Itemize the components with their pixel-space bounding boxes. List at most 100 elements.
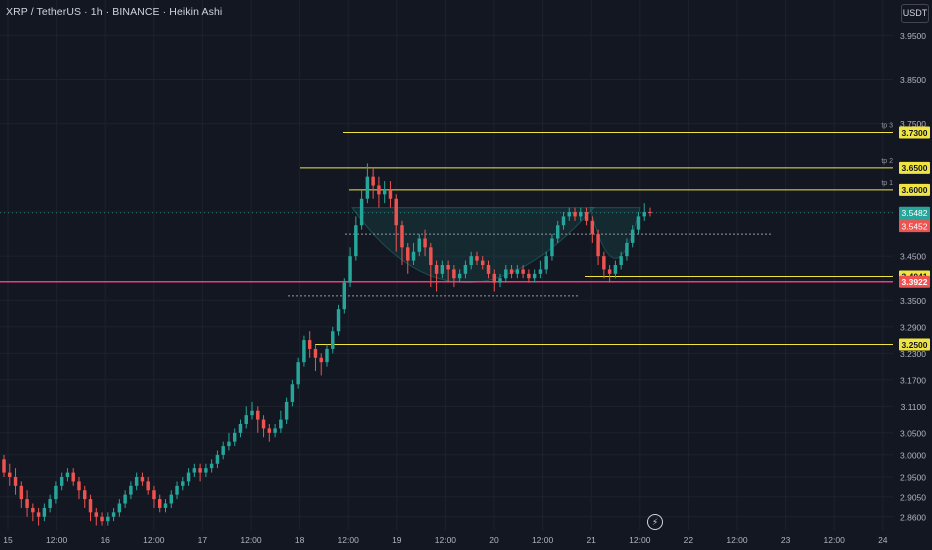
y-tick-label: 3.3500	[900, 296, 926, 306]
y-tick-label: 2.9050	[900, 492, 926, 502]
candle-body	[106, 516, 110, 522]
candle-body	[607, 269, 612, 274]
candle-body	[521, 269, 525, 274]
x-tick-label: 12:00	[143, 535, 165, 545]
y-tick-label: 3.0000	[900, 450, 926, 460]
candle-body	[261, 419, 266, 429]
x-tick-label: 12:00	[824, 535, 846, 545]
candle-body	[596, 234, 600, 257]
support-price-label: 3.3922	[902, 277, 928, 287]
candle-body	[19, 485, 24, 500]
candle-body	[452, 269, 456, 279]
candle-body	[469, 256, 473, 265]
currency-button[interactable]: USDT	[901, 4, 929, 23]
level-price-tag	[899, 183, 930, 196]
candle-body	[129, 485, 133, 495]
candle-body	[584, 212, 589, 221]
candle-body	[8, 472, 12, 477]
x-tick-label: 18	[295, 535, 305, 545]
candle-body	[94, 512, 99, 517]
candle-body	[590, 220, 595, 235]
candle-body	[227, 441, 231, 447]
candle-body	[77, 481, 81, 491]
x-tick-label: 12:00	[46, 535, 68, 545]
candle-body	[13, 477, 18, 486]
candle-body	[382, 189, 387, 195]
candle-body	[54, 485, 58, 500]
candle-body	[561, 216, 566, 226]
candle-body	[100, 516, 104, 522]
candle-body	[342, 282, 347, 310]
prev-close-label: 3.5452	[902, 221, 928, 231]
symbol-header[interactable]: XRP / TetherUS · 1h · BINANCE · Heikin A…	[6, 6, 223, 18]
x-tick-label: 17	[198, 535, 208, 545]
y-tick-label: 3.9500	[900, 31, 926, 41]
candle-body	[515, 269, 520, 274]
y-tick-label: 3.2300	[900, 349, 926, 359]
last-price-label: 3.5482	[902, 208, 928, 218]
x-tick-label: 21	[586, 535, 596, 545]
time-axis[interactable]: 15 12:00 16 12:00 17 12:00 18 12:00 19 12:00 20 12:…	[3, 535, 888, 545]
candle-body	[377, 185, 381, 195]
candle-body	[492, 273, 496, 283]
candle-body	[579, 212, 583, 217]
candle-body	[192, 468, 197, 473]
candle-body	[648, 212, 652, 213]
candle-body	[134, 477, 139, 486]
candle-body	[400, 225, 404, 248]
y-tick-label: 3.4500	[900, 252, 926, 262]
candle-body	[394, 198, 398, 226]
candle-body	[267, 428, 272, 433]
support-price-tag	[899, 275, 930, 288]
x-tick-label: 12:00	[726, 535, 748, 545]
candle-body	[273, 428, 277, 433]
prev-close-tag	[899, 220, 930, 233]
x-tick-label: 12:00	[629, 535, 651, 545]
level-price-label: 3.7300	[902, 128, 928, 138]
candle-body	[215, 454, 220, 464]
candle-body	[538, 269, 543, 274]
candle-body	[284, 401, 289, 420]
candle-body	[429, 247, 433, 265]
candle-body	[313, 348, 318, 358]
candle-body	[625, 242, 629, 257]
candle-body	[498, 278, 502, 283]
candle-body	[209, 463, 214, 469]
candle-body	[371, 176, 375, 186]
horizontal-level-lines	[0, 132, 893, 345]
candle-body	[359, 198, 364, 226]
x-tick-label: 16	[100, 535, 110, 545]
candle-body	[486, 265, 491, 274]
lightning-icon[interactable]: ⚡	[647, 514, 663, 530]
candle-body	[31, 507, 35, 513]
candle-body	[602, 256, 606, 270]
x-tick-label: 12:00	[532, 535, 554, 545]
candle-body	[406, 247, 410, 261]
y-tick-label: 3.1700	[900, 375, 926, 385]
candle-body	[186, 472, 191, 482]
level-price-tag	[899, 338, 930, 351]
y-tick-label: 3.8500	[900, 75, 926, 85]
candle-body	[457, 273, 462, 279]
candle-body	[475, 256, 479, 261]
candle-body	[319, 357, 323, 363]
candle-body	[71, 472, 75, 482]
level-note: tp 2	[881, 158, 893, 165]
candle-body	[198, 468, 202, 473]
candle-body	[88, 499, 93, 513]
candle-body	[354, 225, 358, 257]
candle-body	[232, 432, 237, 442]
candle-body	[2, 459, 6, 473]
candle-body	[567, 212, 571, 217]
x-tick-label: 12:00	[338, 535, 360, 545]
candle-body	[307, 340, 312, 349]
level-price-label: 3.6000	[902, 185, 928, 195]
candle-body	[325, 348, 329, 363]
y-tick-label: 3.0500	[900, 428, 926, 438]
x-tick-label: 23	[781, 535, 791, 545]
candle-series	[2, 163, 652, 526]
level-note: tp 1	[881, 180, 893, 187]
candle-body	[140, 477, 145, 482]
